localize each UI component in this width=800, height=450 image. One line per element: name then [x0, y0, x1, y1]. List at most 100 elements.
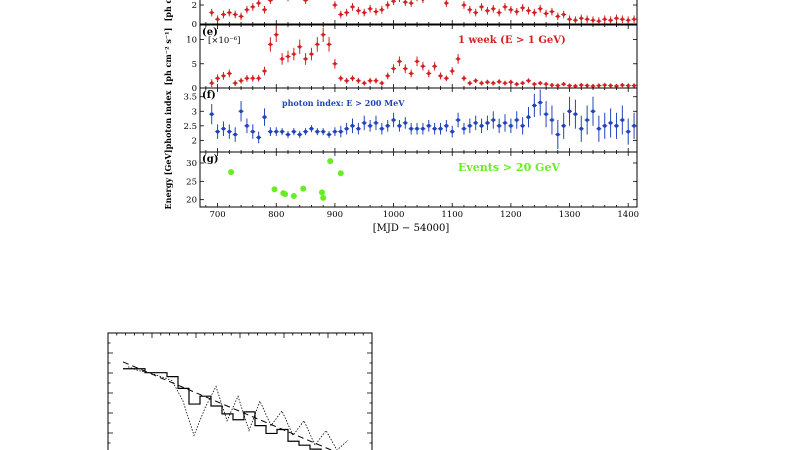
data-point	[408, 0, 414, 6]
panel-frame	[199, 24, 638, 89]
data-point	[309, 51, 314, 57]
data-point	[256, 135, 261, 140]
data-point	[438, 73, 443, 79]
data-point	[274, 32, 279, 38]
data-point	[367, 78, 373, 84]
data-point	[602, 82, 607, 88]
data-point	[573, 83, 578, 89]
data-point	[602, 16, 607, 22]
data-point	[596, 83, 602, 88]
data-point	[426, 71, 431, 76]
data-point	[215, 16, 220, 22]
data-point	[485, 8, 490, 14]
data-point	[614, 15, 619, 21]
data-point	[538, 100, 543, 105]
data-point	[256, 0, 261, 6]
data-point	[332, 2, 338, 8]
data-point	[238, 14, 244, 19]
step-line	[123, 368, 322, 450]
data-point	[238, 78, 244, 84]
y-tick-label: 30	[186, 159, 197, 169]
panel-label: (f)	[202, 90, 216, 101]
data-point	[584, 16, 590, 22]
data-point	[467, 7, 473, 13]
data-point	[526, 8, 531, 14]
data-point	[268, 41, 273, 47]
data-point	[297, 132, 302, 137]
data-point	[391, 66, 396, 72]
data-point	[232, 80, 238, 86]
panel-label: (e)	[202, 27, 218, 38]
data-point	[415, 126, 419, 131]
data-point	[438, 126, 443, 131]
x-tick-label: 1300	[559, 210, 581, 220]
data-point	[567, 16, 572, 22]
panel-d: 0 2 [ph c	[163, 0, 638, 30]
data-point	[420, 63, 426, 69]
data-point	[279, 56, 285, 62]
event-point	[327, 158, 334, 165]
data-point	[620, 16, 625, 22]
data-point	[285, 54, 291, 59]
panel-frame	[199, 87, 638, 153]
data-point	[403, 121, 408, 125]
panel-annotation: photon index: E > 200 MeV	[282, 98, 405, 108]
data-point	[479, 4, 484, 10]
data-point	[391, 118, 396, 122]
data-point	[403, 66, 408, 72]
y-axis-label: [ph cm⁻² s⁻¹]	[163, 28, 173, 86]
data-point	[344, 126, 349, 131]
data-point	[333, 129, 337, 134]
data-point	[620, 118, 625, 122]
data-point	[462, 126, 466, 131]
y-tick-label: 3	[192, 107, 197, 117]
data-point	[614, 124, 619, 128]
panel-frame	[199, 0, 638, 25]
data-point	[244, 7, 250, 13]
data-point	[503, 121, 507, 125]
data-point	[550, 118, 554, 122]
data-point	[543, 11, 549, 16]
data-point	[514, 9, 519, 15]
panel-label: (g)	[202, 154, 218, 165]
data-point	[502, 80, 508, 86]
dotted-line	[127, 366, 349, 450]
lower-chart	[107, 332, 373, 450]
data-point	[326, 41, 332, 47]
data-point	[344, 78, 349, 84]
x-tick-label: 1400	[617, 210, 639, 220]
data-point	[356, 78, 361, 84]
data-point	[508, 79, 514, 85]
data-point	[532, 81, 537, 87]
data-point	[215, 75, 220, 81]
data-point	[368, 124, 372, 128]
data-point	[573, 17, 578, 23]
data-point	[461, 75, 467, 81]
event-point	[300, 185, 307, 192]
data-point	[303, 129, 308, 134]
data-point	[467, 80, 473, 86]
data-point	[244, 75, 250, 81]
panel-f: 2 2.5 3 3.5 photon index (f) photon index: E >…	[163, 87, 638, 153]
data-point	[544, 112, 548, 116]
data-point	[209, 112, 214, 116]
data-point	[473, 121, 478, 125]
event-point	[320, 194, 327, 201]
data-point	[303, 0, 308, 3]
y-tick-label: 25	[186, 177, 197, 187]
data-point	[608, 121, 613, 125]
data-point	[631, 16, 637, 22]
data-point	[403, 0, 408, 5]
data-point	[579, 82, 584, 88]
data-point	[426, 124, 431, 128]
data-point	[532, 10, 537, 15]
data-point	[520, 80, 525, 86]
data-point	[514, 118, 519, 122]
y-multiplier: [×10⁻⁶]	[208, 36, 240, 46]
y-tick-label: 5	[192, 60, 197, 70]
data-point	[497, 124, 501, 128]
data-point	[250, 75, 255, 81]
data-point	[450, 129, 455, 134]
data-point	[209, 10, 214, 15]
